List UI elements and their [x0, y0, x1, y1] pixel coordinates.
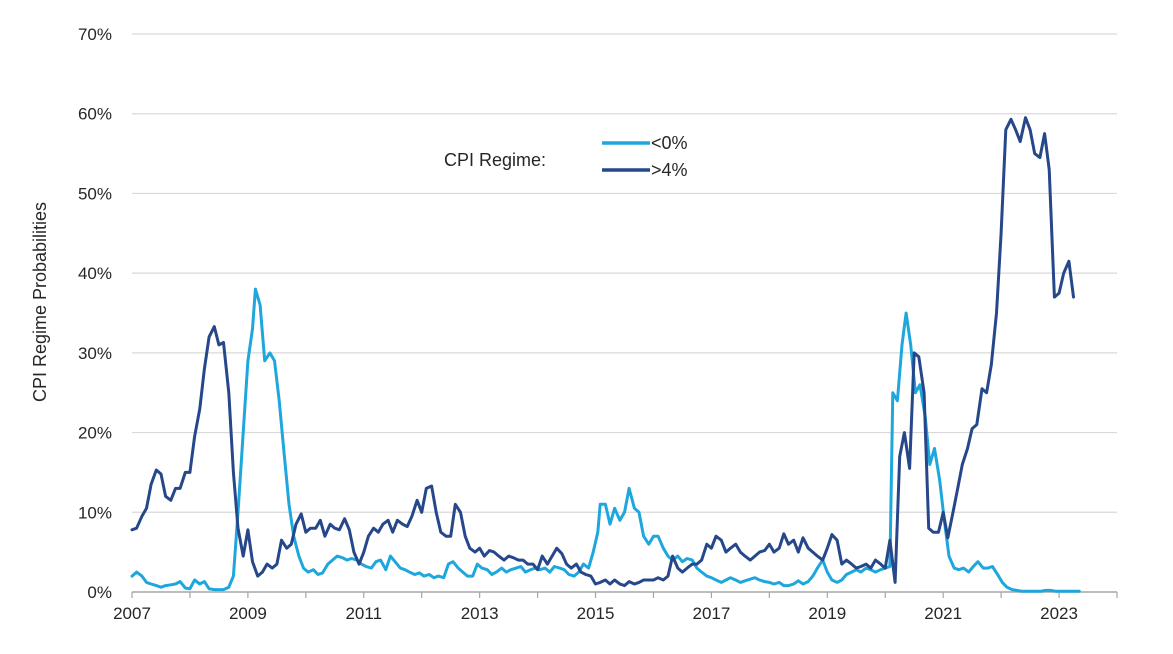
legend-title: CPI Regime:	[444, 150, 546, 170]
x-tick-label: 2023	[1040, 604, 1078, 623]
x-tick-label: 2019	[808, 604, 846, 623]
y-tick-label: 30%	[78, 344, 112, 363]
x-tick-label: 2021	[924, 604, 962, 623]
series-line-1	[130, 287, 1081, 593]
x-tick-label: 2009	[229, 604, 267, 623]
x-axis-ticks: 2007 2009 2011 2013 2015 2017 2019 2021 2023	[113, 592, 1118, 623]
y-axis-label: CPI Regime Probabilities	[30, 202, 50, 402]
y-tick-label: 50%	[78, 184, 112, 203]
y-tick-label: 0%	[87, 583, 112, 602]
series-lines	[130, 116, 1081, 593]
x-tick-label: 2015	[577, 604, 615, 623]
y-tick-label: 60%	[78, 105, 112, 124]
y-tick-label: 20%	[78, 424, 112, 443]
legend: CPI Regime: <0% >4%	[444, 133, 688, 180]
y-tick-label: 40%	[78, 264, 112, 283]
y-axis-ticks: 0% 10% 20% 30% 40% 50% 60% 70%	[78, 25, 112, 602]
legend-label: >4%	[651, 160, 688, 180]
x-tick-label: 2013	[461, 604, 499, 623]
y-tick-label: 10%	[78, 503, 112, 522]
y-tick-label: 70%	[78, 25, 112, 44]
legend-label: <0%	[651, 133, 688, 153]
x-tick-label: 2011	[345, 604, 382, 623]
x-tick-label: 2017	[692, 604, 730, 623]
gridlines	[132, 33, 1117, 513]
series-line-2	[130, 116, 1075, 588]
x-tick-label: 2007	[113, 604, 151, 623]
